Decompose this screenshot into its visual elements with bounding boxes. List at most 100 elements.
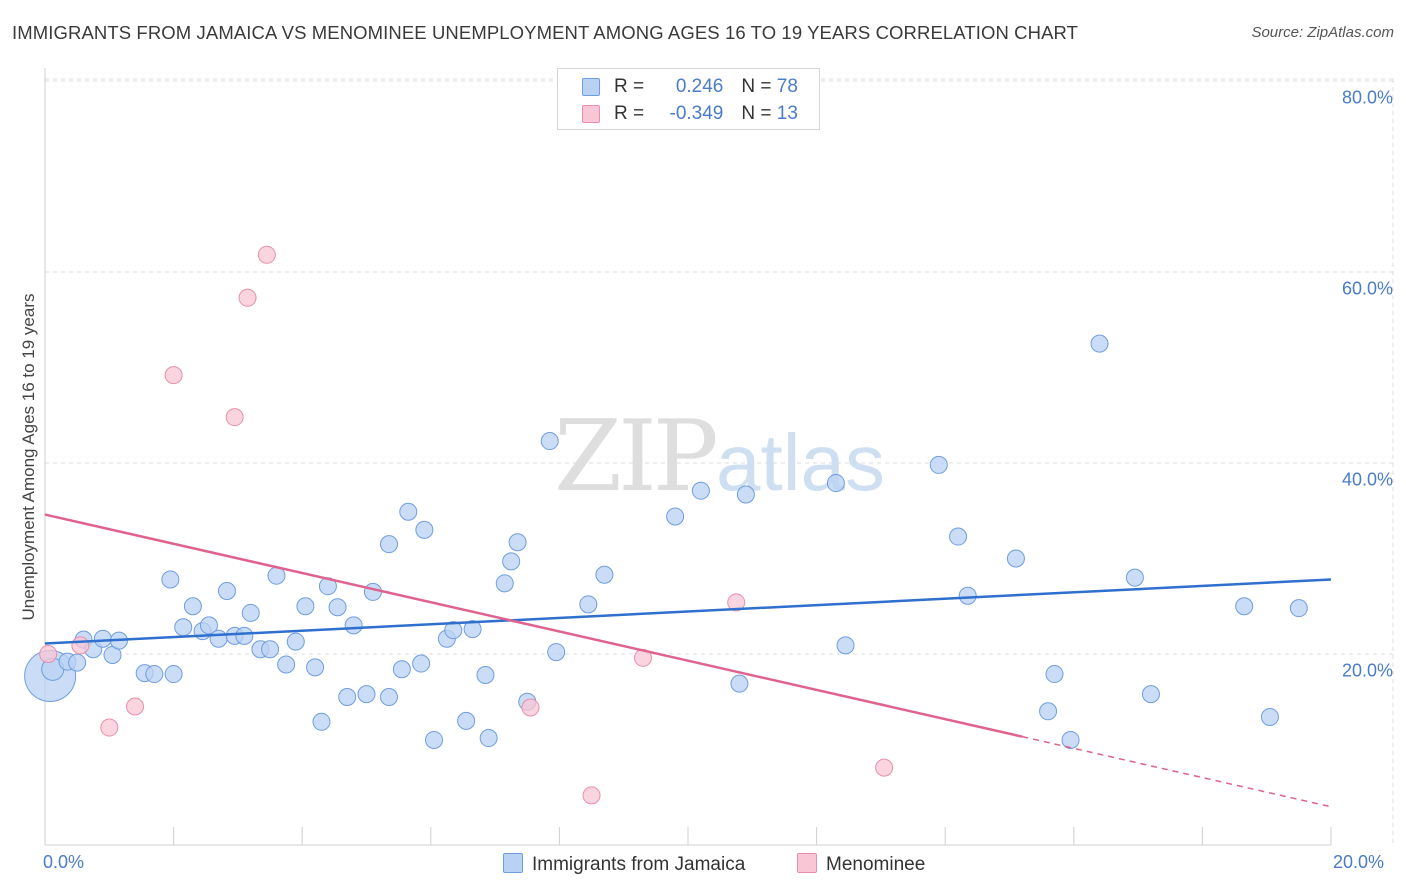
legend-swatch-blue xyxy=(582,78,600,96)
data-point-menominee xyxy=(100,718,119,737)
trend-line-menominee xyxy=(44,513,1023,738)
data-point-jamaica xyxy=(68,653,87,672)
legend-text-menominee: R = -0.349 N = 13 xyxy=(614,103,798,125)
data-point-menominee xyxy=(39,645,58,663)
data-point-jamaica xyxy=(579,595,598,614)
data-point-jamaica xyxy=(328,598,347,617)
data-point-jamaica xyxy=(425,730,444,749)
chart-title: IMMIGRANTS FROM JAMAICA VS MENOMINEE UNE… xyxy=(12,22,1079,43)
data-point-jamaica xyxy=(1006,549,1025,568)
data-point-jamaica xyxy=(958,586,977,605)
data-point-jamaica xyxy=(199,616,218,635)
data-point-jamaica xyxy=(363,582,382,601)
legend-r-label: R = xyxy=(614,103,650,124)
data-point-jamaica xyxy=(1090,334,1109,353)
data-point-jamaica xyxy=(306,658,325,677)
data-point-jamaica xyxy=(296,597,315,616)
legend-n-label: N = xyxy=(741,103,777,124)
data-point-jamaica xyxy=(929,455,948,474)
data-point-menominee xyxy=(225,408,244,427)
correlation-legend: R = 0.246 N = 78 R = -0.349 N = 13 xyxy=(557,68,820,130)
bottom-legend-label-jamaica: Immigrants from Jamaica xyxy=(532,854,746,875)
x-tick-label-max: 20.0% xyxy=(1333,852,1385,872)
y-tick-label-20: 20.0% xyxy=(1341,660,1393,681)
x-tick-label-min: 0.0% xyxy=(43,852,85,872)
data-point-menominee xyxy=(582,786,601,805)
trend-line-jamaica xyxy=(44,578,1332,645)
data-point-jamaica xyxy=(174,618,193,637)
data-point-jamaica xyxy=(217,581,236,600)
legend-n-label: N = xyxy=(741,76,777,97)
legend-text-jamaica: R = 0.246 N = 78 xyxy=(614,76,798,98)
data-point-jamaica xyxy=(1141,685,1160,704)
data-point-jamaica xyxy=(826,474,845,493)
data-point-jamaica xyxy=(730,674,749,693)
source-credit: Source: ZipAtlas.com xyxy=(1251,24,1394,41)
data-point-jamaica xyxy=(164,665,183,684)
data-point-jamaica xyxy=(412,654,431,673)
y-tick-label-40: 40.0% xyxy=(1341,469,1393,490)
data-point-jamaica xyxy=(415,520,434,539)
data-point-jamaica xyxy=(666,507,685,526)
legend-swatch-pink xyxy=(582,105,600,123)
data-point-jamaica xyxy=(457,711,476,730)
data-point-jamaica xyxy=(479,729,498,748)
data-point-menominee xyxy=(257,245,276,264)
data-point-jamaica xyxy=(235,626,254,645)
data-point-jamaica xyxy=(261,640,280,659)
data-point-menominee xyxy=(521,698,540,717)
data-point-jamaica xyxy=(736,485,755,504)
data-point-menominee xyxy=(727,593,746,612)
bottom-legend-swatch-blue xyxy=(503,853,523,873)
data-point-jamaica xyxy=(93,629,112,648)
data-point-menominee xyxy=(71,636,90,655)
data-point-menominee xyxy=(126,697,145,716)
data-point-jamaica xyxy=(463,620,482,639)
data-point-jamaica xyxy=(241,603,260,622)
bottom-legend-jamaica: Immigrants from Jamaica xyxy=(503,853,745,876)
data-point-jamaica xyxy=(183,597,202,616)
legend-r-value: 0.246 xyxy=(675,76,724,97)
data-point-jamaica xyxy=(286,632,305,651)
data-point-jamaica xyxy=(502,552,521,571)
data-point-jamaica xyxy=(1235,597,1254,616)
data-point-jamaica xyxy=(1039,702,1058,721)
data-point-jamaica xyxy=(476,666,495,685)
data-point-jamaica xyxy=(1045,665,1064,684)
data-point-jamaica xyxy=(508,533,527,552)
data-point-jamaica xyxy=(691,481,710,500)
data-point-jamaica xyxy=(495,574,514,593)
legend-r-label: R = xyxy=(614,76,650,97)
data-point-jamaica xyxy=(312,712,331,731)
data-point-jamaica xyxy=(380,687,399,706)
data-point-jamaica xyxy=(1125,568,1144,587)
data-point-jamaica xyxy=(1061,730,1080,749)
legend-r-value: -0.349 xyxy=(669,103,724,124)
data-point-jamaica xyxy=(161,570,180,589)
data-point-jamaica xyxy=(380,535,399,554)
data-point-jamaica xyxy=(392,660,411,679)
data-point-menominee xyxy=(164,366,183,385)
data-point-jamaica xyxy=(1289,599,1308,618)
data-point-jamaica xyxy=(277,655,296,674)
data-point-jamaica xyxy=(836,636,855,655)
data-point-jamaica xyxy=(399,502,418,521)
y-tick-label-60: 60.0% xyxy=(1341,278,1393,299)
data-point-jamaica xyxy=(209,629,228,648)
data-point-jamaica xyxy=(540,432,559,451)
data-point-jamaica xyxy=(1260,708,1279,727)
bottom-legend-label-menominee: Menominee xyxy=(826,854,926,875)
data-point-menominee xyxy=(238,288,257,307)
data-point-jamaica xyxy=(145,665,164,684)
data-point-jamaica xyxy=(357,685,376,704)
data-point-jamaica xyxy=(444,621,463,640)
data-point-jamaica xyxy=(949,527,968,546)
legend-n-value: 13 xyxy=(776,103,798,124)
data-point-jamaica xyxy=(595,565,614,584)
data-point-menominee xyxy=(875,758,894,777)
watermark-zip: ZIP xyxy=(554,400,716,514)
data-point-jamaica xyxy=(338,687,357,706)
data-point-jamaica xyxy=(344,616,363,635)
data-point-jamaica xyxy=(547,643,566,662)
